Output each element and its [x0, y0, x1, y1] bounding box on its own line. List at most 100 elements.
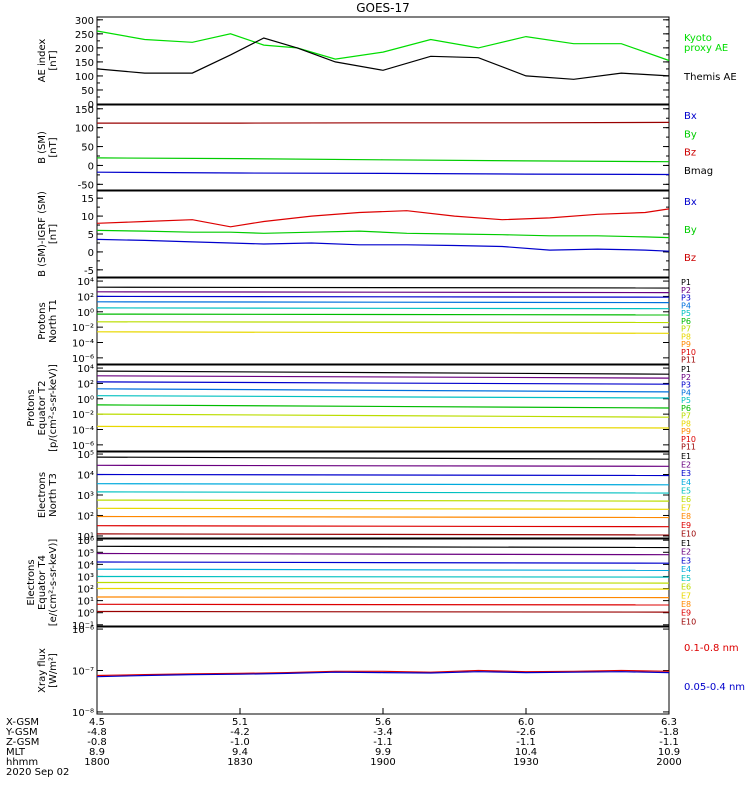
y-tick-label: 10²: [77, 292, 94, 303]
legend-entry: E9: [681, 521, 691, 530]
legend-entry: E10: [681, 529, 696, 538]
panel-ylabel: [nT]: [48, 50, 59, 70]
series-line: [96, 301, 670, 304]
legend-entry: Bz: [684, 253, 696, 264]
legend-entry: P10: [681, 435, 696, 444]
legend-entry: P11: [681, 443, 696, 452]
legend-entry: P4: [681, 388, 691, 397]
legend-entry: E7: [681, 591, 691, 600]
series-line: [96, 515, 670, 519]
legend-entry: P2: [681, 286, 691, 295]
y-tick-label: 5: [88, 230, 94, 241]
y-tick-label: 10⁵: [77, 450, 94, 461]
panel-ylabel: B (SM)-IGRF (SM): [37, 191, 48, 277]
y-tick-label: 10³: [77, 491, 94, 502]
panel-ylabel: AE index: [37, 39, 48, 83]
series-line: [96, 552, 670, 556]
x-row-label: 2020 Sep 02: [6, 767, 69, 778]
series-line: [96, 575, 670, 578]
legend-entry: E10: [681, 617, 696, 626]
x-tick-label: 1900: [370, 757, 395, 768]
y-tick-label: 200: [75, 44, 94, 55]
series-line: [96, 671, 670, 678]
legend-entry: E8: [681, 512, 691, 521]
y-tick-label: 10³: [77, 572, 94, 583]
series-line: [96, 483, 670, 486]
legend-entry: Bx: [684, 197, 697, 208]
legend-entry: Kyoto: [684, 33, 712, 44]
x-row-label: MLT: [6, 747, 26, 758]
series-line: [96, 507, 670, 510]
x-tick-label: -1.8: [659, 727, 679, 738]
legend-entry: P2: [681, 373, 691, 382]
y-tick-label: 300: [75, 16, 94, 27]
panel-frame: [96, 104, 670, 191]
x-tick-label: -4.2: [230, 727, 250, 738]
series-line: [96, 30, 670, 62]
series-line: [96, 464, 670, 467]
x-tick-label: -0.8: [87, 737, 107, 748]
legend-entry: E5: [681, 574, 691, 583]
series-line: [96, 456, 670, 460]
x-tick-label: 6.3: [661, 717, 677, 728]
series-line: [96, 375, 670, 379]
x-row-label: hhmm: [6, 757, 38, 768]
panel-ylabel: Equator T2: [37, 381, 48, 436]
x-tick-label: -2.6: [516, 727, 536, 738]
y-tick-label: 0: [88, 100, 94, 111]
series-line: [96, 404, 670, 409]
legend-entry: 0.1-0.8 nm: [684, 643, 739, 654]
legend-entry: P7: [681, 412, 691, 421]
y-tick-label: 50: [81, 143, 94, 154]
y-tick-label: 10⁻⁴: [72, 339, 94, 350]
y-tick-label: 10⁴: [77, 277, 94, 288]
legend-entry: P7: [681, 325, 691, 334]
x-tick-label: 6.0: [518, 717, 534, 728]
x-tick-label: 10.9: [658, 747, 680, 758]
y-tick-label: 150: [75, 58, 94, 69]
panel-frame: [96, 277, 670, 365]
legend-entry: P6: [681, 404, 691, 413]
series-line: [96, 395, 670, 399]
series-line: [96, 525, 670, 528]
legend-entry: Bmag: [684, 166, 713, 177]
series-line: [96, 596, 670, 599]
legend-entry: proxy AE: [684, 43, 728, 54]
x-tick-label: 1930: [513, 757, 538, 768]
x-row-label: X-GSM: [6, 717, 39, 728]
series-line: [97, 121, 670, 124]
legend-entry: E4: [681, 478, 691, 487]
legend-entry: Bx: [684, 111, 697, 122]
x-tick-label: 4.5: [89, 717, 105, 728]
plot-title: GOES-17: [356, 1, 410, 15]
y-tick-label: 10²: [77, 585, 94, 596]
panel-ylabel: Protons: [26, 389, 37, 426]
series-line: [96, 37, 670, 80]
panel-ylabel: [nT]: [48, 224, 59, 244]
y-tick-label: 10⁻²: [72, 410, 94, 421]
x-tick-label: 2000: [656, 757, 681, 768]
y-tick-label: 250: [75, 30, 94, 41]
x-tick-label: -1.1: [373, 737, 393, 748]
legend-entry: E9: [681, 609, 691, 618]
x-row-label: Z-GSM: [6, 737, 39, 748]
legend-entry: By: [684, 129, 697, 140]
panel-ylabel: Electrons: [37, 472, 48, 518]
panel-ylabel: B (SM): [37, 131, 48, 164]
y-tick-label: 100: [75, 124, 94, 135]
panel-ylabel: North T3: [48, 473, 59, 517]
legend-entry: P11: [681, 356, 696, 365]
legend-entry: E8: [681, 600, 691, 609]
y-tick-label: 10⁰: [77, 395, 94, 406]
x-tick-label: 1830: [227, 757, 252, 768]
x-tick-label: 5.1: [232, 717, 248, 728]
series-line: [96, 545, 670, 549]
y-tick-label: 10⁻⁶: [72, 441, 94, 452]
legend-entry: P8: [681, 332, 691, 341]
x-tick-label: -1.0: [230, 737, 250, 748]
legend-entry: P10: [681, 348, 696, 357]
series-line: [96, 413, 670, 418]
y-tick-label: 10¹: [77, 597, 94, 608]
legend-entry: E4: [681, 565, 691, 574]
series-line: [96, 568, 670, 572]
